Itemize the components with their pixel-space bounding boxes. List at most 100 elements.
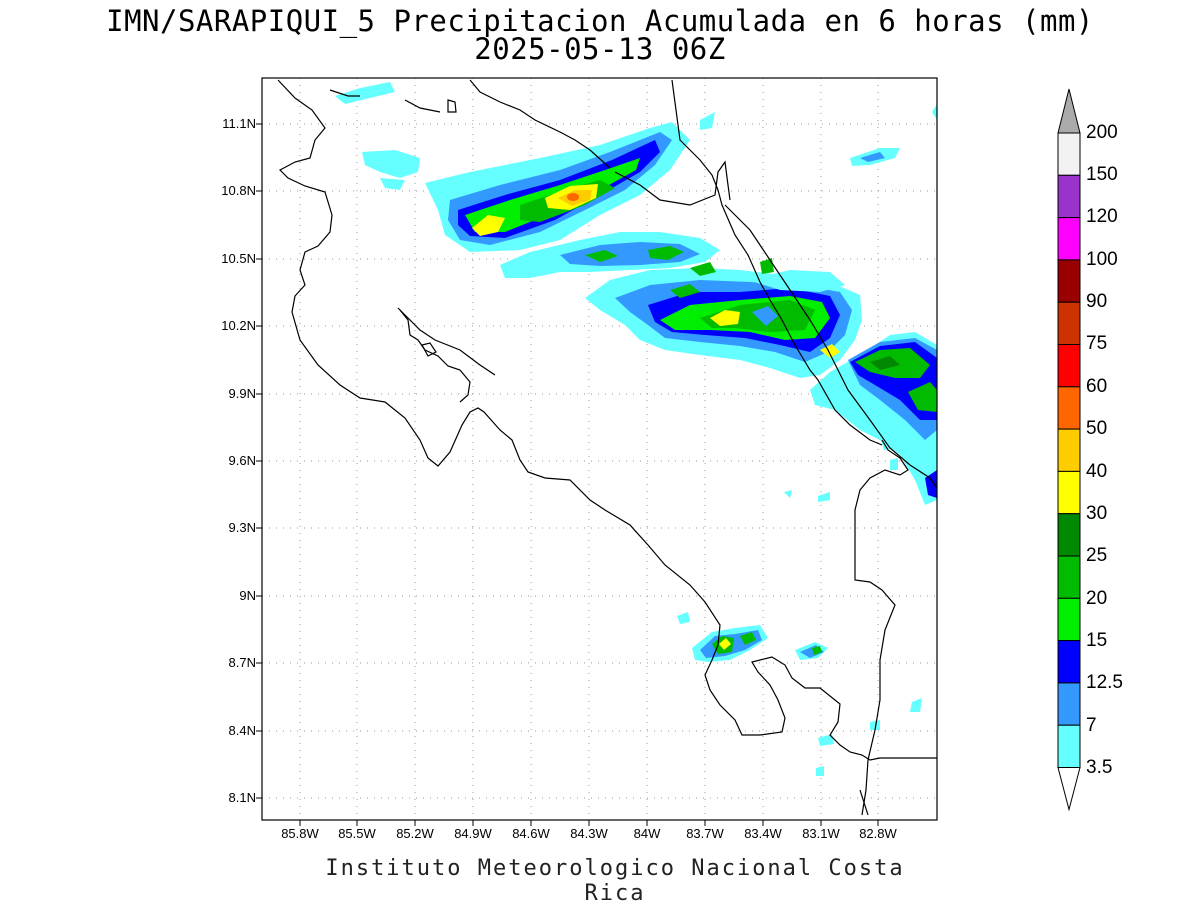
rain-cell (700, 112, 715, 130)
lon-label: 84.3W (570, 826, 608, 841)
rain-cell (648, 246, 684, 260)
rain-cell (740, 632, 756, 645)
legend-label: 200 (1086, 122, 1118, 143)
rain-cell (932, 104, 937, 120)
legend-swatch (1057, 132, 1081, 176)
lat-label: 9N (239, 588, 256, 603)
rain-cell (880, 432, 895, 450)
legend-swatch (1057, 682, 1081, 726)
lat-label: 10.5N (221, 251, 256, 266)
legend-swatch (1057, 386, 1081, 430)
lat-label: 9.9N (228, 386, 256, 401)
legend-swatch (1057, 724, 1081, 769)
rain-band-north (335, 82, 937, 252)
legend-label: 20 (1086, 588, 1108, 609)
map-title: IMN/SARAPIQUI_5 Precipitacion Acumulada … (106, 4, 1094, 38)
lat-label: 9.3N (228, 520, 256, 535)
rain-cell (585, 250, 618, 262)
legend-label: 100 (1086, 249, 1118, 270)
rain-cell (748, 270, 845, 292)
lon-label: 83.4W (744, 826, 782, 841)
rain-cell (380, 178, 405, 190)
rain-cell (670, 284, 700, 298)
legend-cap-bottom (1057, 767, 1081, 812)
legend-swatch (1057, 217, 1081, 261)
grid (262, 78, 937, 820)
legend-label: 12.5 (1086, 672, 1123, 693)
rain-cell (677, 612, 690, 624)
lon-label: 85.8W (281, 826, 319, 841)
legend-label: 15 (1086, 630, 1108, 651)
legend-cap-top (1057, 88, 1081, 134)
lat-label: 8.4N (228, 723, 256, 738)
rain-cell (818, 492, 830, 502)
legend-swatch (1057, 513, 1081, 557)
legend-label: 7 (1086, 715, 1097, 736)
rain-cell (812, 646, 822, 655)
axis-ticks (256, 123, 879, 826)
rain-cell (472, 215, 505, 236)
legend-swatch (1057, 344, 1081, 388)
map-frame (261, 77, 938, 821)
legend-swatch (1057, 428, 1081, 472)
lat-label: 11.1N (222, 116, 256, 131)
legend-swatch (1057, 597, 1081, 642)
lon-label: 84.6W (512, 826, 550, 841)
lon-label: 84W (633, 826, 661, 841)
rain-cell (710, 310, 740, 326)
rain-band-middle (500, 232, 862, 378)
precipitation-field (277, 79, 937, 816)
rain-cell (870, 720, 880, 730)
lat-label: 8.1N (228, 790, 256, 805)
legend-swatch (1057, 259, 1081, 303)
legend-label: 120 (1086, 206, 1118, 227)
legend-swatch (1057, 640, 1081, 684)
rain-cell (820, 344, 840, 358)
legend-label: 150 (1086, 164, 1118, 185)
rain-cell (752, 306, 778, 326)
rain-cell (784, 490, 792, 498)
coastlines (277, 79, 937, 816)
legend-swatch (1057, 301, 1081, 346)
legend-label: 40 (1086, 461, 1108, 482)
lat-label: 10.8N (221, 183, 256, 198)
legend-label: 25 (1086, 545, 1108, 566)
rain-cell (690, 262, 716, 276)
legend-label: 75 (1086, 333, 1108, 354)
rain-cell (908, 382, 937, 412)
legend-label: 60 (1086, 376, 1108, 397)
lon-label: 83.1W (802, 826, 840, 841)
lon-label: 84.9W (454, 826, 492, 841)
footer-credit: Instituto Meteorologico Nacional Costa R… (325, 856, 905, 906)
legend-label: 90 (1086, 291, 1108, 312)
legend-swatch (1057, 555, 1081, 599)
lon-label: 83.7W (686, 826, 724, 841)
rain-cell (860, 152, 885, 162)
rain-cell (890, 458, 898, 470)
rain-cell (816, 766, 824, 776)
map-subtitle: 2025-05-13 06Z (474, 32, 726, 66)
lon-label: 85.2W (396, 826, 434, 841)
lon-label: 82.8W (859, 826, 897, 841)
lat-label: 10.2N (221, 318, 256, 333)
legend-label: 30 (1086, 503, 1108, 524)
rain-cell (870, 356, 900, 370)
rain-cell (362, 150, 420, 178)
lat-label: 8.7N (228, 655, 256, 670)
lat-label: 9.6N (228, 453, 256, 468)
rain-cell (567, 193, 579, 201)
legend-swatch (1057, 174, 1081, 219)
national-border (671, 79, 883, 446)
rain-cell (335, 82, 395, 104)
rain-cell (760, 258, 774, 274)
legend-label: 3.5 (1086, 757, 1113, 778)
rain-band-east (810, 332, 937, 505)
lon-label: 85.5W (338, 826, 376, 841)
rain-cell (818, 734, 834, 746)
legend-label: 50 (1086, 418, 1108, 439)
rain-cell (719, 638, 731, 650)
legend-swatch (1057, 470, 1081, 515)
rain-cells-south (677, 490, 922, 776)
